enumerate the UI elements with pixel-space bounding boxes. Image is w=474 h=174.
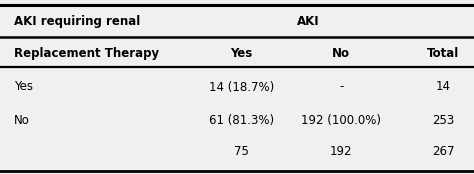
Text: -: -	[339, 81, 344, 93]
Text: 192 (100.0%): 192 (100.0%)	[301, 114, 381, 126]
Text: 192: 192	[330, 145, 353, 158]
Text: Yes: Yes	[231, 47, 253, 60]
Text: No: No	[14, 114, 30, 126]
Text: 14: 14	[436, 81, 451, 93]
Text: Yes: Yes	[14, 81, 33, 93]
Text: 75: 75	[234, 145, 249, 158]
Text: 61 (81.3%): 61 (81.3%)	[209, 114, 274, 126]
Text: AKI: AKI	[297, 15, 319, 28]
Text: No: No	[332, 47, 350, 60]
Text: AKI requiring renal: AKI requiring renal	[14, 15, 140, 28]
Text: 267: 267	[432, 145, 455, 158]
Text: 253: 253	[432, 114, 454, 126]
Text: Total: Total	[427, 47, 459, 60]
Text: 14 (18.7%): 14 (18.7%)	[209, 81, 274, 93]
Text: Replacement Therapy: Replacement Therapy	[14, 47, 159, 60]
